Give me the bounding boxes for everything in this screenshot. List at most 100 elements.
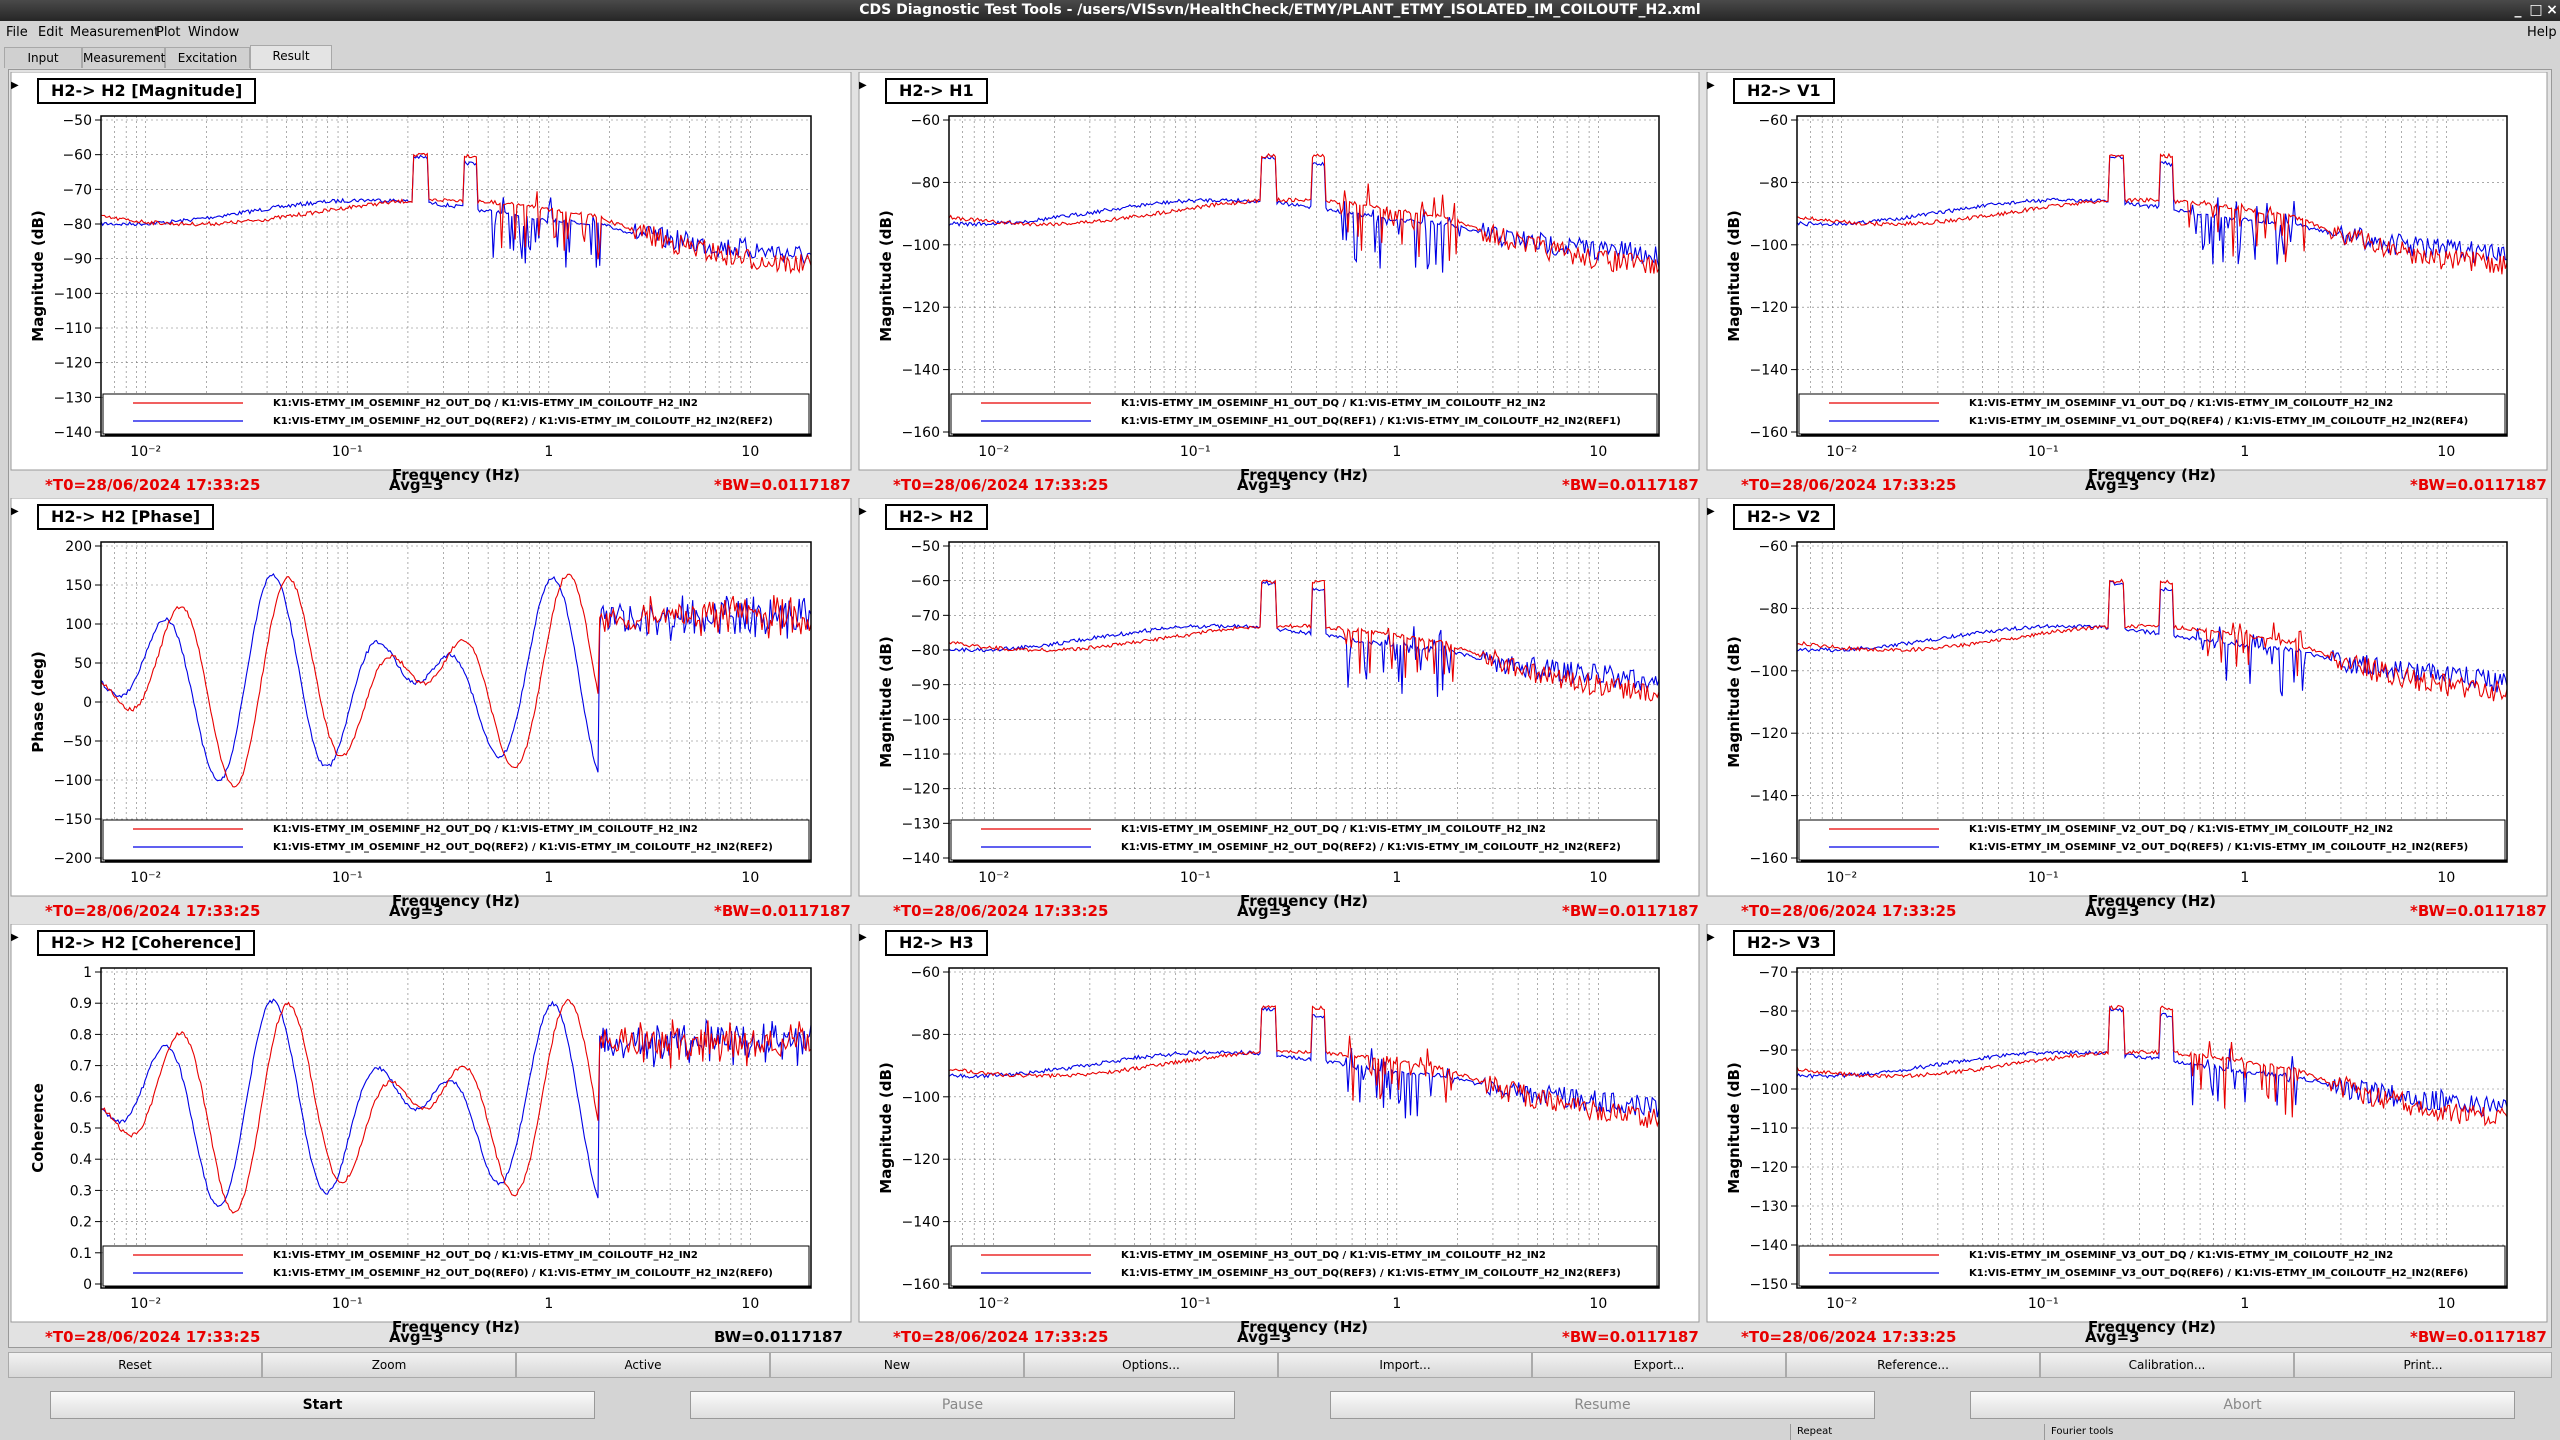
menu-file[interactable]: File <box>6 25 28 40</box>
average-label: Avg=3 <box>389 902 444 920</box>
trace-line <box>948 1006 1660 1119</box>
plot-canvas[interactable]: −50 −60 −70 −80 −90 −100 −110 −120 −130 −140 10⁻² 1… <box>9 72 857 498</box>
zoom-button[interactable]: Zoom <box>262 1352 516 1378</box>
y-tick-label: −90 <box>910 678 940 694</box>
reset-button[interactable]: Reset <box>8 1352 262 1378</box>
y-tick-label: −50 <box>910 539 940 555</box>
tab-bar: Input Measurement Excitation Result <box>0 45 2560 69</box>
panel-option-icon[interactable]: ▶ <box>1707 80 1715 91</box>
legend-entry: K1:VIS-ETMY_IM_OSEMINF_H1_OUT_DQ(REF1) /… <box>1121 416 1621 427</box>
resume-button[interactable]: Resume <box>1330 1391 1875 1419</box>
trace-line <box>100 998 812 1208</box>
minimize-button[interactable]: _ <box>2514 2 2522 18</box>
menu-plot[interactable]: Plot <box>156 25 181 40</box>
y-tick-label: −80 <box>910 1027 940 1043</box>
panel-option-icon[interactable]: ▶ <box>859 506 867 517</box>
plot-canvas[interactable]: −50 −60 −70 −80 −90 −100 −110 −120 −130 −140 10⁻² 1… <box>857 498 1705 924</box>
trace-line <box>948 1004 1660 1128</box>
y-tick-label: −150 <box>54 812 92 828</box>
plot-panel[interactable]: −60 −80 −100 −120 −140 −160 10⁻² 10⁻¹ 1 10 Frequen… <box>857 72 1705 498</box>
plot-canvas[interactable]: −60 −80 −100 −120 −140 −160 10⁻² 10⁻¹ 1 10 Frequen… <box>857 72 1705 498</box>
x-tick-label: 10⁻² <box>130 444 161 460</box>
y-tick-label: −120 <box>54 356 92 372</box>
plot-panel[interactable]: 200 150 100 50 0 −50 −100 −150 −200 10⁻² 10⁻¹ 1 10 Fr… <box>9 498 857 924</box>
plot-panel[interactable]: 1 0.9 0.8 0.7 0.6 0.5 0.4 0.3 0.2 0.1 0 10⁻² 10⁻¹ 1 10… <box>9 924 857 1350</box>
y-tick-label: −120 <box>902 782 940 798</box>
plot-canvas[interactable]: 200 150 100 50 0 −50 −100 −150 −200 10⁻² 10⁻¹ 1 10 Fr… <box>9 498 857 924</box>
panel-option-icon[interactable]: ▶ <box>11 932 19 943</box>
start-time-label: *T0=28/06/2024 17:33:25 <box>1741 902 1957 920</box>
y-tick-label: −50 <box>62 113 92 129</box>
y-tick-label: −120 <box>1750 726 1788 742</box>
trace-line <box>100 573 812 788</box>
panel-option-icon[interactable]: ▶ <box>11 506 19 517</box>
title-bar: CDS Diagnostic Test Tools - /users/VISsv… <box>0 0 2560 21</box>
plot-canvas[interactable]: 1 0.9 0.8 0.7 0.6 0.5 0.4 0.3 0.2 0.1 0 10⁻² 10⁻¹ 1 10… <box>9 924 857 1350</box>
x-tick-label: 10 <box>741 1296 759 1312</box>
start-button[interactable]: Start <box>50 1391 595 1419</box>
legend-entry: K1:VIS-ETMY_IM_OSEMINF_H2_OUT_DQ / K1:VI… <box>273 824 698 835</box>
bandwidth-label: *BW=0.0117187 <box>1562 902 1699 920</box>
panel-option-icon[interactable]: ▶ <box>11 80 19 91</box>
y-tick-label: −80 <box>1758 1004 1788 1020</box>
menu-measurement[interactable]: Measurement <box>70 25 160 40</box>
legend-entry: K1:VIS-ETMY_IM_OSEMINF_H3_OUT_DQ(REF3) /… <box>1121 1268 1621 1279</box>
pause-button[interactable]: Pause <box>690 1391 1235 1419</box>
bandwidth-label: *BW=0.0117187 <box>2410 1328 2547 1346</box>
tab-result[interactable]: Result <box>250 45 332 69</box>
menu-help[interactable]: Help <box>2527 25 2557 40</box>
legend-entry: K1:VIS-ETMY_IM_OSEMINF_H1_OUT_DQ / K1:VI… <box>1121 398 1546 409</box>
plot-panel[interactable]: −60 −80 −100 −120 −140 −160 10⁻² 10⁻¹ 1 10 Frequen… <box>1705 72 2553 498</box>
export-button[interactable]: Export... <box>1532 1352 1786 1378</box>
y-tick-label: −60 <box>910 965 940 981</box>
new-button[interactable]: New <box>770 1352 1024 1378</box>
y-tick-label: −100 <box>902 1090 940 1106</box>
menu-edit[interactable]: Edit <box>38 25 64 40</box>
plot-canvas[interactable]: −60 −80 −100 −120 −140 −160 10⁻² 10⁻¹ 1 10 Frequen… <box>1705 72 2553 498</box>
plot-panel[interactable]: −60 −80 −100 −120 −140 −160 10⁻² 10⁻¹ 1 10 Frequen… <box>857 924 1705 1350</box>
plot-title: H2-> V1 <box>1733 78 1835 104</box>
abort-button[interactable]: Abort <box>1970 1391 2515 1419</box>
x-axis-label: Frequency (Hz) <box>392 1318 520 1336</box>
panel-option-icon[interactable]: ▶ <box>1707 506 1715 517</box>
y-tick-label: −70 <box>910 608 940 624</box>
plot-canvas[interactable]: −60 −80 −100 −120 −140 −160 10⁻² 10⁻¹ 1 10 Frequen… <box>857 924 1705 1350</box>
x-tick-label: 10 <box>2437 870 2455 886</box>
bandwidth-label: *BW=0.0117187 <box>2410 476 2547 494</box>
y-tick-label: −80 <box>1758 175 1788 191</box>
status-fourier-tools: Fourier tools <box>2044 1424 2560 1440</box>
y-tick-label: 0.6 <box>70 1090 92 1106</box>
tab-excitation[interactable]: Excitation <box>165 47 250 68</box>
reference-button[interactable]: Reference... <box>1786 1352 2040 1378</box>
import-button[interactable]: Import... <box>1278 1352 1532 1378</box>
panel-option-icon[interactable]: ▶ <box>1707 932 1715 943</box>
maximize-button[interactable]: □ <box>2529 2 2543 18</box>
plot-panel[interactable]: −70 −80 −90 −100 −110 −120 −130 −140 −150 10⁻² 10⁻… <box>1705 924 2553 1350</box>
trace-line <box>948 580 1660 697</box>
plot-panel[interactable]: −50 −60 −70 −80 −90 −100 −110 −120 −130 −140 10⁻² 1… <box>9 72 857 498</box>
print-button[interactable]: Print... <box>2294 1352 2552 1378</box>
x-tick-label: 1 <box>1392 870 1401 886</box>
legend-entry: K1:VIS-ETMY_IM_OSEMINF_V2_OUT_DQ(REF5) /… <box>1969 842 2468 853</box>
close-button[interactable]: × <box>2546 2 2558 18</box>
panel-option-icon[interactable]: ▶ <box>859 80 867 91</box>
calibration-button[interactable]: Calibration... <box>2040 1352 2294 1378</box>
plot-panel[interactable]: −50 −60 −70 −80 −90 −100 −110 −120 −130 −140 10⁻² 1… <box>857 498 1705 924</box>
x-axis-label: Frequency (Hz) <box>2088 466 2216 484</box>
plot-canvas[interactable]: −60 −80 −100 −120 −140 −160 10⁻² 10⁻¹ 1 10 Frequen… <box>1705 498 2553 924</box>
plot-panel[interactable]: −60 −80 −100 −120 −140 −160 10⁻² 10⁻¹ 1 10 Frequen… <box>1705 498 2553 924</box>
legend-entry: K1:VIS-ETMY_IM_OSEMINF_V3_OUT_DQ / K1:VI… <box>1969 1250 2393 1261</box>
plot-canvas[interactable]: −70 −80 −90 −100 −110 −120 −130 −140 −150 10⁻² 10⁻… <box>1705 924 2553 1350</box>
tab-measurement[interactable]: Measurement <box>82 47 165 68</box>
panel-option-icon[interactable]: ▶ <box>859 932 867 943</box>
options-button[interactable]: Options... <box>1024 1352 1278 1378</box>
plot-title: H2-> V3 <box>1733 930 1835 956</box>
start-time-label: *T0=28/06/2024 17:33:25 <box>45 902 261 920</box>
average-label: Avg=3 <box>2085 902 2140 920</box>
bandwidth-label: *BW=0.0117187 <box>714 902 851 920</box>
active-button[interactable]: Active <box>516 1352 770 1378</box>
y-tick-label: −60 <box>62 148 92 164</box>
tab-input[interactable]: Input <box>4 47 82 68</box>
legend-entry: K1:VIS-ETMY_IM_OSEMINF_V1_OUT_DQ(REF4) /… <box>1969 416 2468 427</box>
menu-window[interactable]: Window <box>188 25 240 40</box>
